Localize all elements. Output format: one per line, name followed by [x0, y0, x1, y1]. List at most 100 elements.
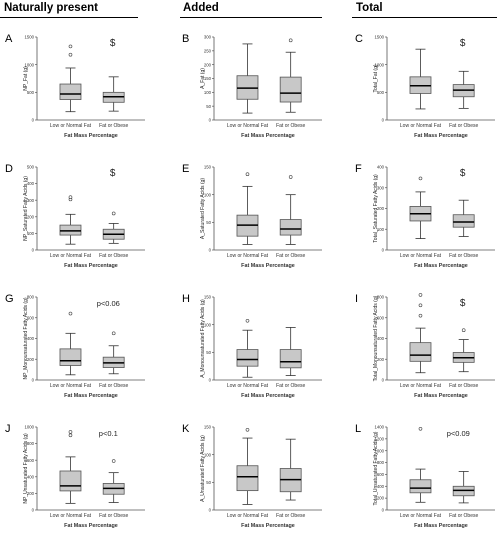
y-tick-label: 100: [377, 227, 385, 232]
y-tick-label: 0: [209, 248, 212, 253]
y-tick-label: 200: [27, 491, 35, 496]
outlier-point: [111, 211, 116, 216]
y-tick-label: 1500: [374, 35, 384, 40]
y-axis-label: Total_Unsaturated Fatty Acids (g): [373, 431, 379, 505]
y-tick-label: 1500: [24, 35, 34, 40]
x-tick-label-low-normal-fat: Low or Normal Fat: [50, 513, 92, 519]
y-tick-label: 100: [204, 90, 212, 95]
y-tick-label: 150: [204, 295, 212, 300]
panel-letter-a: A: [5, 33, 13, 45]
y-tick-label: 100: [27, 231, 35, 236]
outlier-point: [288, 38, 293, 43]
panel-letter-g: G: [5, 293, 14, 305]
y-tick-label: 300: [204, 35, 212, 40]
outlier-point: [68, 311, 73, 316]
x-axis-label: Fat Mass Percentage: [64, 523, 118, 529]
y-tick-label: 200: [377, 357, 385, 362]
x-tick-label-fat-obese: Fat or Obese: [449, 383, 478, 389]
y-tick-label: 100: [204, 322, 212, 327]
y-tick-label: 0: [32, 378, 35, 383]
outlier-point: [245, 172, 250, 176]
x-axis-label: Fat Mass Percentage: [241, 263, 295, 269]
y-tick-label: 600: [377, 315, 385, 320]
x-tick-label-fat-obese: Fat or Obese: [99, 513, 128, 519]
panel-letter-e: E: [182, 163, 189, 175]
y-tick-label: 400: [27, 181, 35, 186]
y-tick-label: 500: [27, 90, 35, 95]
x-tick-label-low-normal-fat: Low or Normal Fat: [227, 123, 269, 129]
y-tick-label: 1200: [374, 436, 384, 441]
iqr-box-low-normal-fat: [59, 224, 82, 236]
y-axis-label: Total_Saturated Fatty Acids (g): [373, 174, 379, 243]
panel-letter-d: D: [5, 163, 13, 175]
iqr-box-fat-obese: [279, 219, 302, 236]
outlier-point: [111, 331, 116, 336]
iqr-box-low-normal-fat: [409, 479, 432, 494]
x-tick-label-low-normal-fat: Low or Normal Fat: [227, 253, 269, 259]
x-axis-label: Fat Mass Percentage: [64, 263, 118, 269]
column-header-underline: [352, 17, 497, 18]
iqr-box-low-normal-fat: [59, 83, 82, 100]
panel-letter-b: B: [182, 33, 189, 45]
y-tick-label: 300: [377, 185, 385, 190]
y-tick-label: 400: [27, 336, 35, 341]
y-tick-label: 800: [377, 295, 385, 300]
x-axis-label: Fat Mass Percentage: [241, 393, 295, 399]
y-tick-label: 150: [204, 165, 212, 170]
y-axis-label: A_Unsaturated Fatty Acids (g): [200, 435, 206, 502]
y-tick-label: 1000: [374, 62, 384, 67]
y-axis-label: A_Saturated Fatty Acids (g): [200, 178, 206, 239]
outlier-point: [418, 313, 423, 318]
significance-annotation: p<0.09: [447, 429, 470, 438]
x-axis-label: Fat Mass Percentage: [414, 263, 468, 269]
outlier-point: [288, 175, 293, 179]
iqr-box-fat-obese: [452, 214, 475, 228]
x-tick-label-fat-obese: Fat or Obese: [449, 253, 478, 259]
y-tick-label: 0: [209, 378, 212, 383]
x-tick-label-fat-obese: Fat or Obese: [449, 513, 478, 519]
outlier-point: [68, 52, 73, 57]
iqr-box-low-normal-fat: [236, 465, 259, 492]
x-tick-label-fat-obese: Fat or Obese: [276, 253, 305, 259]
outlier-point: [111, 459, 116, 463]
iqr-box-low-normal-fat: [59, 470, 82, 492]
y-tick-label: 1000: [24, 425, 34, 430]
x-tick-label-low-normal-fat: Low or Normal Fat: [400, 513, 442, 519]
y-tick-label: 1000: [374, 448, 384, 453]
y-tick-label: 400: [377, 336, 385, 341]
x-axis-label: Fat Mass Percentage: [241, 523, 295, 529]
y-tick-label: 150: [204, 76, 212, 81]
x-axis-label: Fat Mass Percentage: [241, 133, 295, 139]
x-axis-label: Fat Mass Percentage: [64, 393, 118, 399]
outlier-point: [418, 303, 423, 308]
y-tick-label: 250: [204, 48, 212, 53]
significance-annotation: p<0.1: [99, 429, 118, 438]
x-tick-label-fat-obese: Fat or Obese: [276, 123, 305, 129]
outlier-point: [418, 426, 423, 431]
y-axis-label: NP_Saturated Fatty Acids (g): [23, 176, 29, 241]
x-tick-label-low-normal-fat: Low or Normal Fat: [50, 383, 92, 389]
y-tick-label: 0: [382, 508, 385, 513]
y-tick-label: 50: [206, 350, 211, 355]
outlier-point: [68, 430, 73, 434]
x-axis-label: Fat Mass Percentage: [414, 393, 468, 399]
y-axis-label: Total_Fat (g): [373, 64, 379, 92]
outlier-point: [68, 433, 73, 438]
y-tick-label: 800: [377, 460, 385, 465]
panel-letter-c: C: [355, 33, 363, 45]
y-tick-label: 100: [204, 192, 212, 197]
y-tick-label: 1400: [374, 425, 384, 430]
column-header-naturally-present: Naturally present: [4, 2, 98, 14]
iqr-box-low-normal-fat: [59, 348, 82, 366]
y-tick-label: 50: [206, 104, 211, 109]
y-tick-label: 600: [27, 458, 35, 463]
y-tick-label: 800: [27, 441, 35, 446]
outlier-point: [461, 328, 466, 333]
x-tick-label-low-normal-fat: Low or Normal Fat: [50, 253, 92, 259]
y-tick-label: 600: [27, 315, 35, 320]
x-tick-label-low-normal-fat: Low or Normal Fat: [400, 253, 442, 259]
x-tick-label-fat-obese: Fat or Obese: [276, 513, 305, 519]
y-tick-label: 500: [27, 165, 35, 170]
panel-letter-k: K: [182, 423, 190, 435]
